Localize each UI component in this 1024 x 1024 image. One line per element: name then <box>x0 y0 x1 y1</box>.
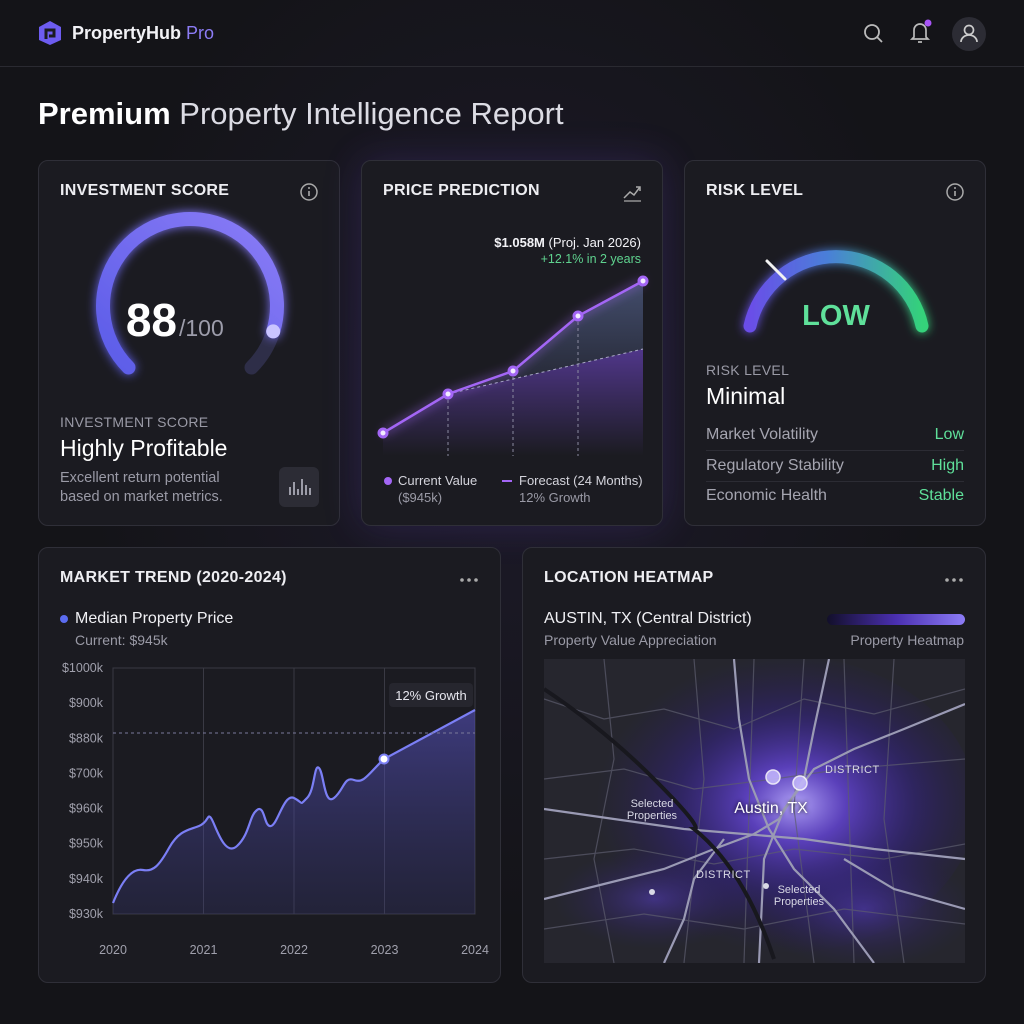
drop-lines <box>447 316 579 456</box>
y-tick-label: $930k <box>69 907 104 921</box>
risk-value: Minimal <box>706 383 786 409</box>
notification-icon[interactable] <box>908 19 934 45</box>
brand[interactable]: PropertyHub Pro <box>72 23 214 44</box>
projection: $1.058M (Proj. Jan 2026) <box>494 235 641 250</box>
score-value: 88 <box>126 294 177 346</box>
annotation-box <box>389 683 473 707</box>
legend-label: Current Value <box>398 473 478 488</box>
location-subtitle: Property Value Appreciation <box>544 632 717 648</box>
map-label: Selected Properties <box>773 884 825 908</box>
card-title: RISK LEVEL <box>706 182 804 199</box>
investment-score-card: INVESTMENT SCORE 88 /100 INVESTMENT SCOR… <box>38 160 340 526</box>
forecast-band <box>448 281 643 394</box>
prediction-chart <box>377 275 649 456</box>
map-label: DISTRICT <box>825 764 880 776</box>
card-title: MARKET TREND (2020-2024) <box>60 569 287 586</box>
x-tick-label: 2024 <box>461 943 489 957</box>
gauge-knob <box>266 324 281 339</box>
x-tick-label: 2020 <box>99 943 127 957</box>
page-title-strong: Premium <box>38 96 171 131</box>
page-title: Premium Property Intelligence Report <box>38 96 564 132</box>
factor-value: Stable <box>918 487 964 504</box>
x-tick-label: 2021 <box>190 943 218 957</box>
risk-gauge-label: LOW <box>802 300 870 332</box>
trend-marker <box>378 753 390 765</box>
series-name: Median Property Price <box>75 610 234 627</box>
x-tick-label: 2022 <box>280 943 308 957</box>
top-bar: PropertyHub Pro <box>0 0 1024 67</box>
trend-line <box>111 709 476 904</box>
projection-value: $1.058M <box>494 235 545 250</box>
risk-needle <box>765 259 787 281</box>
score-gauge: 88 /100 <box>96 211 284 375</box>
risk-level-card: RISK LEVEL LOW RISK LEVEL Minimal Market… <box>684 160 986 526</box>
risk-factor: Market Volatility Low <box>706 420 964 451</box>
map-label: Selected Properties <box>626 798 678 822</box>
price-prediction-card: PRICE PREDICTION $1.058M (Proj. Jan 2026… <box>361 160 663 526</box>
score-max: /100 <box>179 315 224 341</box>
map <box>544 659 965 963</box>
score-description: Excellent return potential based on mark… <box>60 470 223 505</box>
legend-label: Forecast (24 Months) <box>519 473 643 488</box>
info-icon[interactable] <box>298 181 320 203</box>
logo[interactable] <box>37 20 63 46</box>
price-points <box>377 275 649 439</box>
page-title-rest: Property Intelligence Report <box>179 96 564 131</box>
location-name: AUSTIN, TX (Central District) <box>544 610 752 627</box>
factor-name: Market Volatility <box>706 426 819 443</box>
map-label: Austin, TX <box>734 800 808 817</box>
score-verdict: Highly Profitable <box>60 435 228 461</box>
trend-chart: 12% Growth $1000k $900k $880k $700k $960k $95… <box>62 661 489 957</box>
gauge-arc <box>96 211 284 375</box>
card-title: PRICE PREDICTION <box>383 182 540 199</box>
y-tick-label: $1000k <box>62 661 104 675</box>
chart-button[interactable] <box>279 467 319 507</box>
score-label: INVESTMENT SCORE <box>60 414 209 430</box>
trend-icon[interactable] <box>621 181 643 203</box>
y-tick-label: $880k <box>69 731 104 745</box>
legend-line <box>502 480 512 482</box>
brand-suffix: Pro <box>186 23 215 43</box>
map-label: DISTRICT <box>696 869 751 881</box>
series-current: Current: $945k <box>75 632 168 648</box>
risk-factor: Economic Health Stable <box>706 481 964 511</box>
factor-value: Low <box>934 426 964 443</box>
heatmap-scale <box>827 614 965 625</box>
y-tick-label: $900k <box>69 696 104 710</box>
more-button[interactable] <box>457 570 481 590</box>
market-trend-card: MARKET TREND (2020-2024) Median Property… <box>38 547 501 983</box>
y-tick-label: $700k <box>69 766 104 780</box>
risk-label: RISK LEVEL <box>706 362 790 378</box>
annotation: 12% Growth <box>395 688 467 703</box>
x-tick-label: 2023 <box>371 943 399 957</box>
card-title: INVESTMENT SCORE <box>60 182 230 199</box>
risk-factor: Regulatory Stability High <box>706 451 964 482</box>
y-tick-label: $950k <box>69 837 104 851</box>
legend-sub: ($945k) <box>398 490 443 505</box>
location-heatmap-card: LOCATION HEATMAP AUSTIN, TX (Central Dis… <box>522 547 986 983</box>
more-button[interactable] <box>942 570 966 590</box>
series-dot <box>60 615 68 623</box>
legend-dot <box>384 477 392 485</box>
factor-name: Regulatory Stability <box>706 457 844 474</box>
projection-note: (Proj. Jan 2026) <box>548 235 642 250</box>
legend-sub: 12% Growth <box>519 490 591 505</box>
card-title: LOCATION HEATMAP <box>544 569 714 586</box>
info-icon[interactable] <box>944 181 966 203</box>
brand-name: PropertyHub <box>72 23 182 43</box>
projection-growth: +12.1% in 2 years <box>540 252 641 266</box>
factor-value: High <box>931 457 964 474</box>
y-tick-label: $960k <box>69 802 104 816</box>
search-icon[interactable] <box>862 22 884 44</box>
avatar[interactable] <box>951 16 987 52</box>
risk-gauge: LOW <box>743 250 929 333</box>
heatmap-legend: Property Heatmap <box>850 632 964 648</box>
factor-name: Economic Health <box>706 487 827 504</box>
risk-arc <box>743 250 929 333</box>
y-tick-label: $940k <box>69 872 104 886</box>
